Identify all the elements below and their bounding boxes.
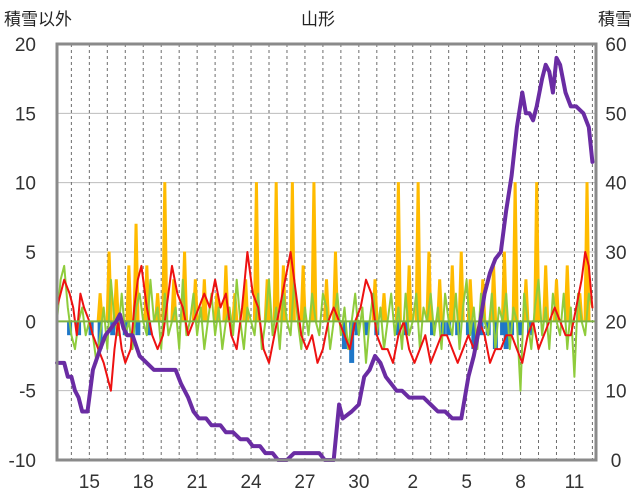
x-axis-ticks: 15 18 21 24 27 30 2 5 8 11 — [79, 472, 585, 493]
x-tick-label: 18 — [133, 472, 154, 493]
x-tick-label: 24 — [240, 472, 262, 493]
negative-bar — [354, 321, 360, 336]
wind-line — [56, 264, 594, 392]
negative-bar — [363, 321, 369, 336]
negative-bar — [465, 321, 471, 336]
negative-bar — [430, 321, 436, 336]
sunshine-spike — [394, 182, 402, 322]
x-tick-label: 11 — [565, 472, 585, 493]
right-tick-label: 10 — [605, 382, 626, 403]
x-tick-label: 2 — [407, 472, 418, 493]
left-tick-label: -5 — [19, 382, 36, 403]
right-axis-ticks: 60 50 40 30 20 10 0 — [605, 35, 626, 472]
right-tick-label: 30 — [605, 243, 626, 264]
right-tick-label: 50 — [605, 104, 626, 125]
temperature-line — [56, 251, 594, 392]
plot-frame — [55, 42, 598, 462]
left-tick-label: 20 — [15, 35, 36, 56]
x-tick-label: 15 — [79, 472, 100, 493]
sunshine-spike — [125, 265, 133, 322]
left-tick-label: 0 — [25, 312, 36, 333]
negative-bar — [146, 321, 152, 336]
negative-bar — [518, 321, 524, 336]
x-tick-label: 27 — [294, 472, 315, 493]
left-tick-label: 10 — [15, 174, 36, 195]
series-lines — [55, 55, 596, 462]
left-axis-ticks: 20 15 10 5 0 -5 -10 — [9, 35, 36, 472]
left-tick-label: 5 — [25, 243, 36, 264]
negative-bar — [135, 321, 141, 336]
chart-title: 山形 — [301, 10, 335, 30]
left-axis-label: 積雪以外 — [4, 10, 72, 30]
sunshine-spike — [272, 182, 280, 322]
right-tick-label: 40 — [605, 174, 626, 195]
negative-bar — [395, 321, 401, 336]
left-tick-label: 15 — [15, 104, 36, 125]
negative-bar — [500, 321, 506, 336]
sunshine-spike — [511, 182, 519, 322]
negative-bar — [471, 321, 477, 350]
x-tick-label: 8 — [515, 472, 526, 493]
left-tick-label: -10 — [9, 451, 36, 472]
right-tick-label: 20 — [605, 312, 626, 333]
right-tick-label: 60 — [605, 35, 626, 56]
x-tick-label: 30 — [348, 472, 369, 493]
right-tick-label: 0 — [611, 451, 622, 472]
snow-depth-line — [55, 55, 595, 462]
right-axis-label: 積雪 — [598, 10, 632, 30]
negative-bar — [446, 321, 452, 336]
x-tick-label: 21 — [187, 472, 208, 493]
x-tick-label: 5 — [461, 472, 472, 493]
